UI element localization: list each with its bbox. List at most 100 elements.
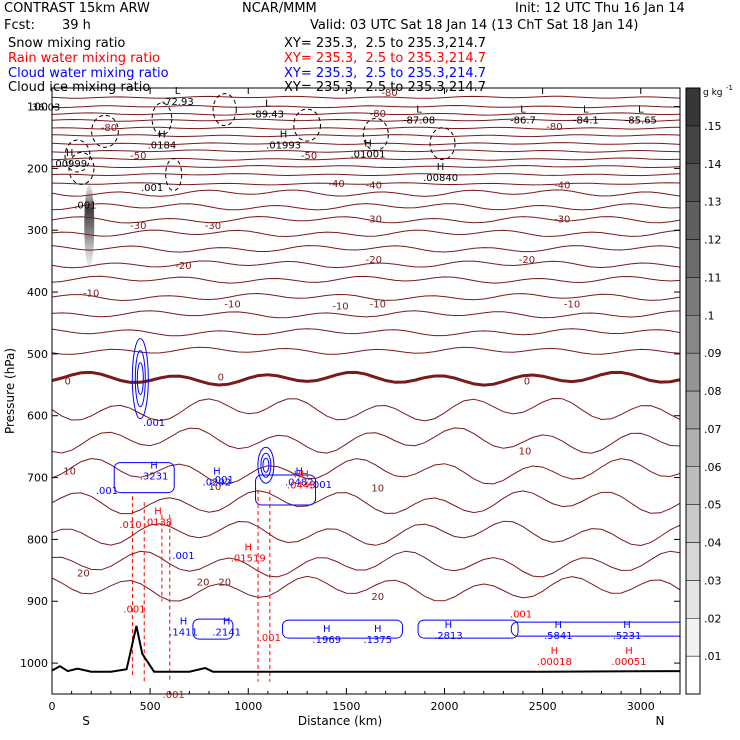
colorbar-segment (685, 580, 701, 619)
isotherm-label: -10 (83, 288, 99, 299)
isotherm-label: -50 (301, 151, 317, 162)
x-tick-label: 1500 (332, 700, 360, 713)
ice-extremum-value: .001 (74, 200, 96, 211)
y-tick-label: 700 (27, 472, 48, 485)
south-end-label: S (82, 714, 90, 728)
isotherm-upper (52, 157, 680, 161)
cloud-water-region (192, 618, 234, 640)
cloud-water-contour (136, 362, 144, 396)
isotherm-low (52, 427, 680, 454)
rain-extremum-value: .001 (259, 633, 281, 644)
cloud-water-extremum-marker: H (180, 617, 188, 628)
isotherm-mid (52, 328, 680, 337)
rain-extremum-marker: H (625, 646, 633, 657)
isotherm-label: 10 (209, 482, 222, 493)
y-tick-label: 900 (27, 595, 48, 608)
isotherm-label: -80 (381, 88, 397, 99)
ice-extremum-value: .01993 (266, 140, 301, 151)
colorbar-tick-label: .15 (704, 120, 722, 133)
isotherm-label: -10 (370, 299, 386, 310)
isotherm-mid (52, 275, 680, 284)
colorbar-segment (685, 201, 701, 240)
ice-extremum-value: -89.43 (252, 110, 284, 121)
isotherm-upper (52, 112, 680, 116)
y-tick-label: 200 (27, 162, 48, 175)
isotherm-label: -30 (554, 215, 570, 226)
isotherm-label: 20 (218, 578, 231, 589)
init-time: Init: 12 UTC Thu 16 Jan 14 (515, 1, 685, 16)
ice-extremum-value: .01001 (350, 150, 385, 161)
ice-extremum-marker: L (175, 86, 181, 97)
cloud-water-extremum-value: .001 (212, 475, 234, 486)
ice-extremum-marker: L (520, 105, 526, 116)
colorbar-segment (685, 390, 701, 430)
ice-extremum-marker: H (158, 129, 166, 140)
rain-extremum-value: .001 (510, 610, 532, 621)
isotherm-upper (52, 173, 680, 177)
isotherm-label: -40 (554, 181, 570, 192)
rain-extremum-value: .00018 (537, 657, 572, 668)
cloud-water-extremum-value: .0482 (285, 477, 314, 488)
ice-extremum-value: -72.93 (161, 97, 193, 108)
isotherm-label: 10 (371, 484, 384, 495)
isotherm-upper (52, 164, 680, 169)
isotherm-label: 20 (197, 578, 210, 589)
isotherm-low (52, 550, 680, 578)
colorbar-tick-label: .12 (704, 234, 722, 247)
colorbar-tick-label: .14 (704, 158, 722, 171)
colorbar-segment (685, 504, 701, 543)
colorbar-segment (685, 239, 701, 278)
isotherm-label: -80 (546, 122, 562, 133)
cloud-water-extremum-value: .1969 (312, 635, 341, 646)
isotherm-upper (52, 104, 680, 109)
isotherm-label: -40 (366, 181, 382, 192)
isotherm-label: -10 (224, 299, 240, 310)
isotherm-mid (52, 229, 680, 238)
isotherm-mid (52, 346, 680, 355)
colorbar-tick-label: .09 (704, 347, 722, 360)
rain-extremum-value: .001 (123, 605, 145, 616)
ice-extremum-value: -87.08 (403, 116, 435, 127)
ice-extremum-marker: H (437, 162, 445, 173)
cloud-water-extremum-value: .2141 (212, 628, 241, 639)
rain-extremum-marker: H (551, 646, 559, 657)
colorbar-segment (685, 277, 701, 316)
colorbar-segment (685, 315, 701, 354)
colorbar-segment (685, 352, 701, 392)
colorbar-tick-label: .08 (704, 385, 722, 398)
y-tick-label: 800 (27, 533, 48, 546)
colorbar-segment (685, 542, 701, 581)
y-tick-label: 600 (27, 410, 48, 423)
colorbar-segment (685, 125, 701, 164)
isotherm-label: -80 (370, 109, 386, 120)
colorbar-tick-label: .1 (704, 309, 715, 322)
ice-contour (151, 102, 173, 136)
ice-extremum-marker: H (364, 139, 372, 150)
isotherm-label: -10 (332, 301, 348, 312)
colorbar-segment (685, 466, 701, 505)
isotherm-upper (52, 134, 680, 138)
cloud-water-extremum-value: .0292 (203, 477, 232, 488)
cloud-water-contour (257, 446, 275, 484)
colorbar-frame (685, 87, 701, 695)
rain-extremum-value: .001 (163, 690, 185, 701)
rain-extremum-value: .01519 (231, 554, 266, 565)
cloud-water-region (510, 621, 680, 637)
isotherm-label: -30 (366, 215, 382, 226)
rain-extremum-value: .0445 (287, 481, 316, 492)
ice-contour (362, 117, 389, 151)
y-tick-label: 1000 (20, 657, 48, 670)
colorbar-tick-label: .07 (704, 423, 722, 436)
rain-extremum-value: .00051 (611, 657, 646, 668)
x-tick-label: 2000 (431, 700, 459, 713)
cloud-water-extremum-marker: H (445, 620, 453, 631)
ice-extremum-value: -84.1 (573, 116, 599, 127)
rain-extremum-marker: H (244, 543, 252, 554)
ice-extremum-value: .00999 (52, 159, 87, 170)
colorbar-tick-label: .11 (704, 271, 722, 284)
cloud-water-extremum-value: .2813 (434, 631, 463, 642)
isotherm-mid (52, 310, 680, 319)
isotherm-label: -80 (101, 123, 117, 134)
isotherm-upper (52, 95, 680, 99)
isotherm-low (52, 520, 680, 547)
